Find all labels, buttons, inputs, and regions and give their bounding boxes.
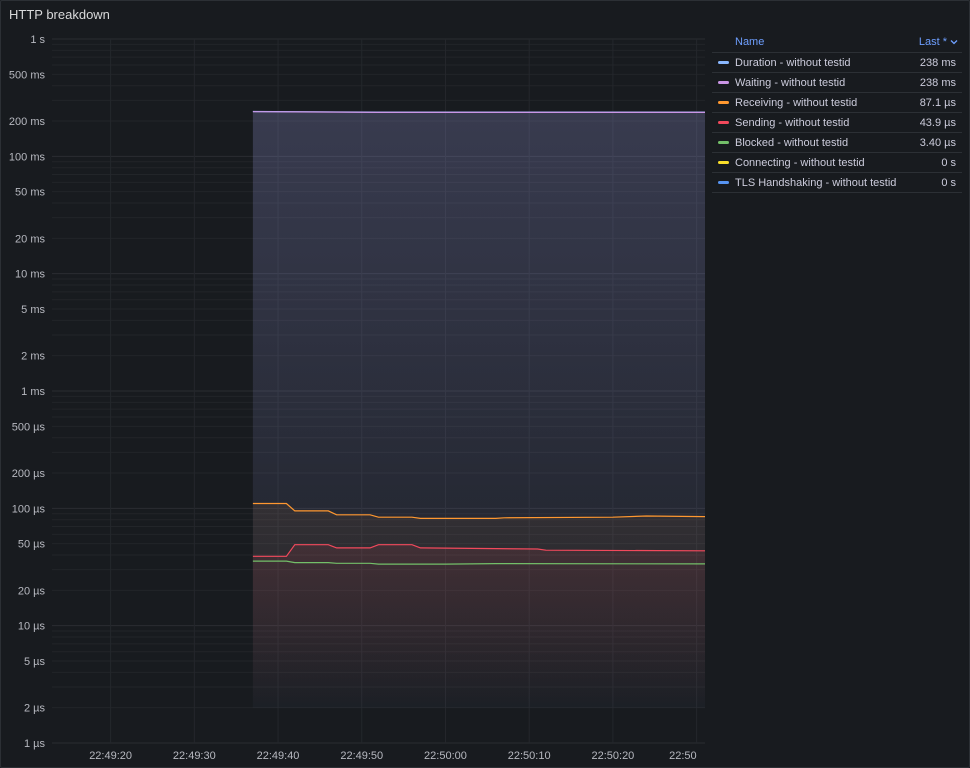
y-tick-label: 200 µs xyxy=(12,468,46,480)
x-tick-label: 22:49:20 xyxy=(89,750,132,762)
y-tick-label: 2 µs xyxy=(24,703,46,715)
legend-item[interactable]: Receiving - without testid 87.1 µs xyxy=(712,93,962,113)
legend-item-value: 43.9 µs xyxy=(919,116,956,129)
y-tick-label: 500 µs xyxy=(12,421,46,433)
legend-swatch xyxy=(718,101,729,104)
legend-item[interactable]: Duration - without testid 238 ms xyxy=(712,53,962,73)
legend-item-value: 0 s xyxy=(941,176,956,189)
legend-value-header: Last * xyxy=(918,36,947,48)
legend-item-name: Connecting - without testid xyxy=(735,156,865,169)
chart[interactable]: 1 s 500 ms 200 ms 100 ms 50 ms 20 ms 10 ms 5 ms… xyxy=(0,0,712,768)
series-line[interactable] xyxy=(252,502,706,519)
legend-item[interactable]: TLS Handshaking - without testid 0 s xyxy=(712,173,962,193)
series-area xyxy=(252,544,705,708)
legend-item-value: 238 ms xyxy=(919,56,956,69)
x-tick-label: 22:49:40 xyxy=(257,750,300,762)
legend-item-value: 238 ms xyxy=(919,76,956,89)
x-tick-label: 22:49:30 xyxy=(173,750,216,762)
legend-item-value: 3.40 µs xyxy=(919,136,956,149)
y-tick-label: 10 µs xyxy=(18,621,46,633)
series-line[interactable] xyxy=(252,544,706,557)
legend-item[interactable]: Waiting - without testid 238 ms xyxy=(712,73,962,93)
y-tick-label: 5 µs xyxy=(24,656,46,668)
y-tick-label: 5 ms xyxy=(21,304,45,316)
y-tick-label: 100 µs xyxy=(12,503,46,515)
y-tick-label: 50 µs xyxy=(18,539,46,551)
series-line[interactable] xyxy=(252,560,706,565)
legend-swatch xyxy=(718,121,729,124)
legend-item[interactable]: Blocked - without testid 3.40 µs xyxy=(712,133,962,153)
x-tick-label: 22:50:00 xyxy=(424,750,467,762)
legend-item[interactable]: Sending - without testid 43.9 µs xyxy=(712,113,962,133)
x-tick-label: 22:50:10 xyxy=(508,750,551,762)
legend-item[interactable]: Connecting - without testid 0 s xyxy=(712,153,962,173)
legend-item-value: 0 s xyxy=(941,156,956,169)
legend-name-header[interactable]: Name xyxy=(735,36,765,48)
series-line[interactable] xyxy=(252,111,705,113)
y-tick-label: 100 ms xyxy=(9,151,46,163)
legend-item-value: 87.1 µs xyxy=(919,96,956,109)
legend-swatch xyxy=(718,81,729,84)
x-tick-label: 22:50:20 xyxy=(591,750,634,762)
series-lines xyxy=(252,110,706,565)
y-tick-label: 200 ms xyxy=(9,116,46,128)
legend-swatch xyxy=(718,161,729,164)
y-tick-label: 50 ms xyxy=(15,187,45,199)
legend-swatch xyxy=(718,61,729,64)
legend-sort-last[interactable]: Last * xyxy=(919,36,958,48)
legend-item-name: Receiving - without testid xyxy=(735,96,858,109)
legend-item-name: TLS Handshaking - without testid xyxy=(735,176,897,189)
x-axis: 22:49:20 22:49:30 22:49:40 22:49:50 22:50:00… xyxy=(89,750,696,762)
y-tick-label: 20 µs xyxy=(18,585,46,597)
legend-item-name: Sending - without testid xyxy=(735,116,850,129)
y-tick-label: 1 ms xyxy=(21,386,45,398)
series-fills xyxy=(252,111,705,708)
y-tick-label: 500 ms xyxy=(9,69,46,81)
legend-item-name: Waiting - without testid xyxy=(735,76,846,89)
y-axis: 1 s 500 ms 200 ms 100 ms 50 ms 20 ms 10 ms 5 ms… xyxy=(9,34,46,750)
y-tick-label: 20 ms xyxy=(15,233,45,245)
y-tick-label: 1 µs xyxy=(24,738,46,750)
legend-swatch xyxy=(718,141,729,144)
y-tick-label: 1 s xyxy=(30,34,45,46)
panel-title: HTTP breakdown xyxy=(9,7,110,22)
legend: Name Last * Duration - without testid 238… xyxy=(712,32,962,193)
chevron-down-icon xyxy=(950,40,958,45)
y-tick-label: 10 ms xyxy=(15,269,45,281)
x-tick-label: 22:50 xyxy=(669,750,697,762)
y-tick-label: 2 ms xyxy=(21,351,45,363)
legend-item-name: Duration - without testid xyxy=(735,56,851,69)
legend-item-name: Blocked - without testid xyxy=(735,136,849,149)
x-tick-label: 22:49:50 xyxy=(340,750,383,762)
legend-header: Name Last * xyxy=(712,32,962,53)
legend-swatch xyxy=(718,181,729,184)
